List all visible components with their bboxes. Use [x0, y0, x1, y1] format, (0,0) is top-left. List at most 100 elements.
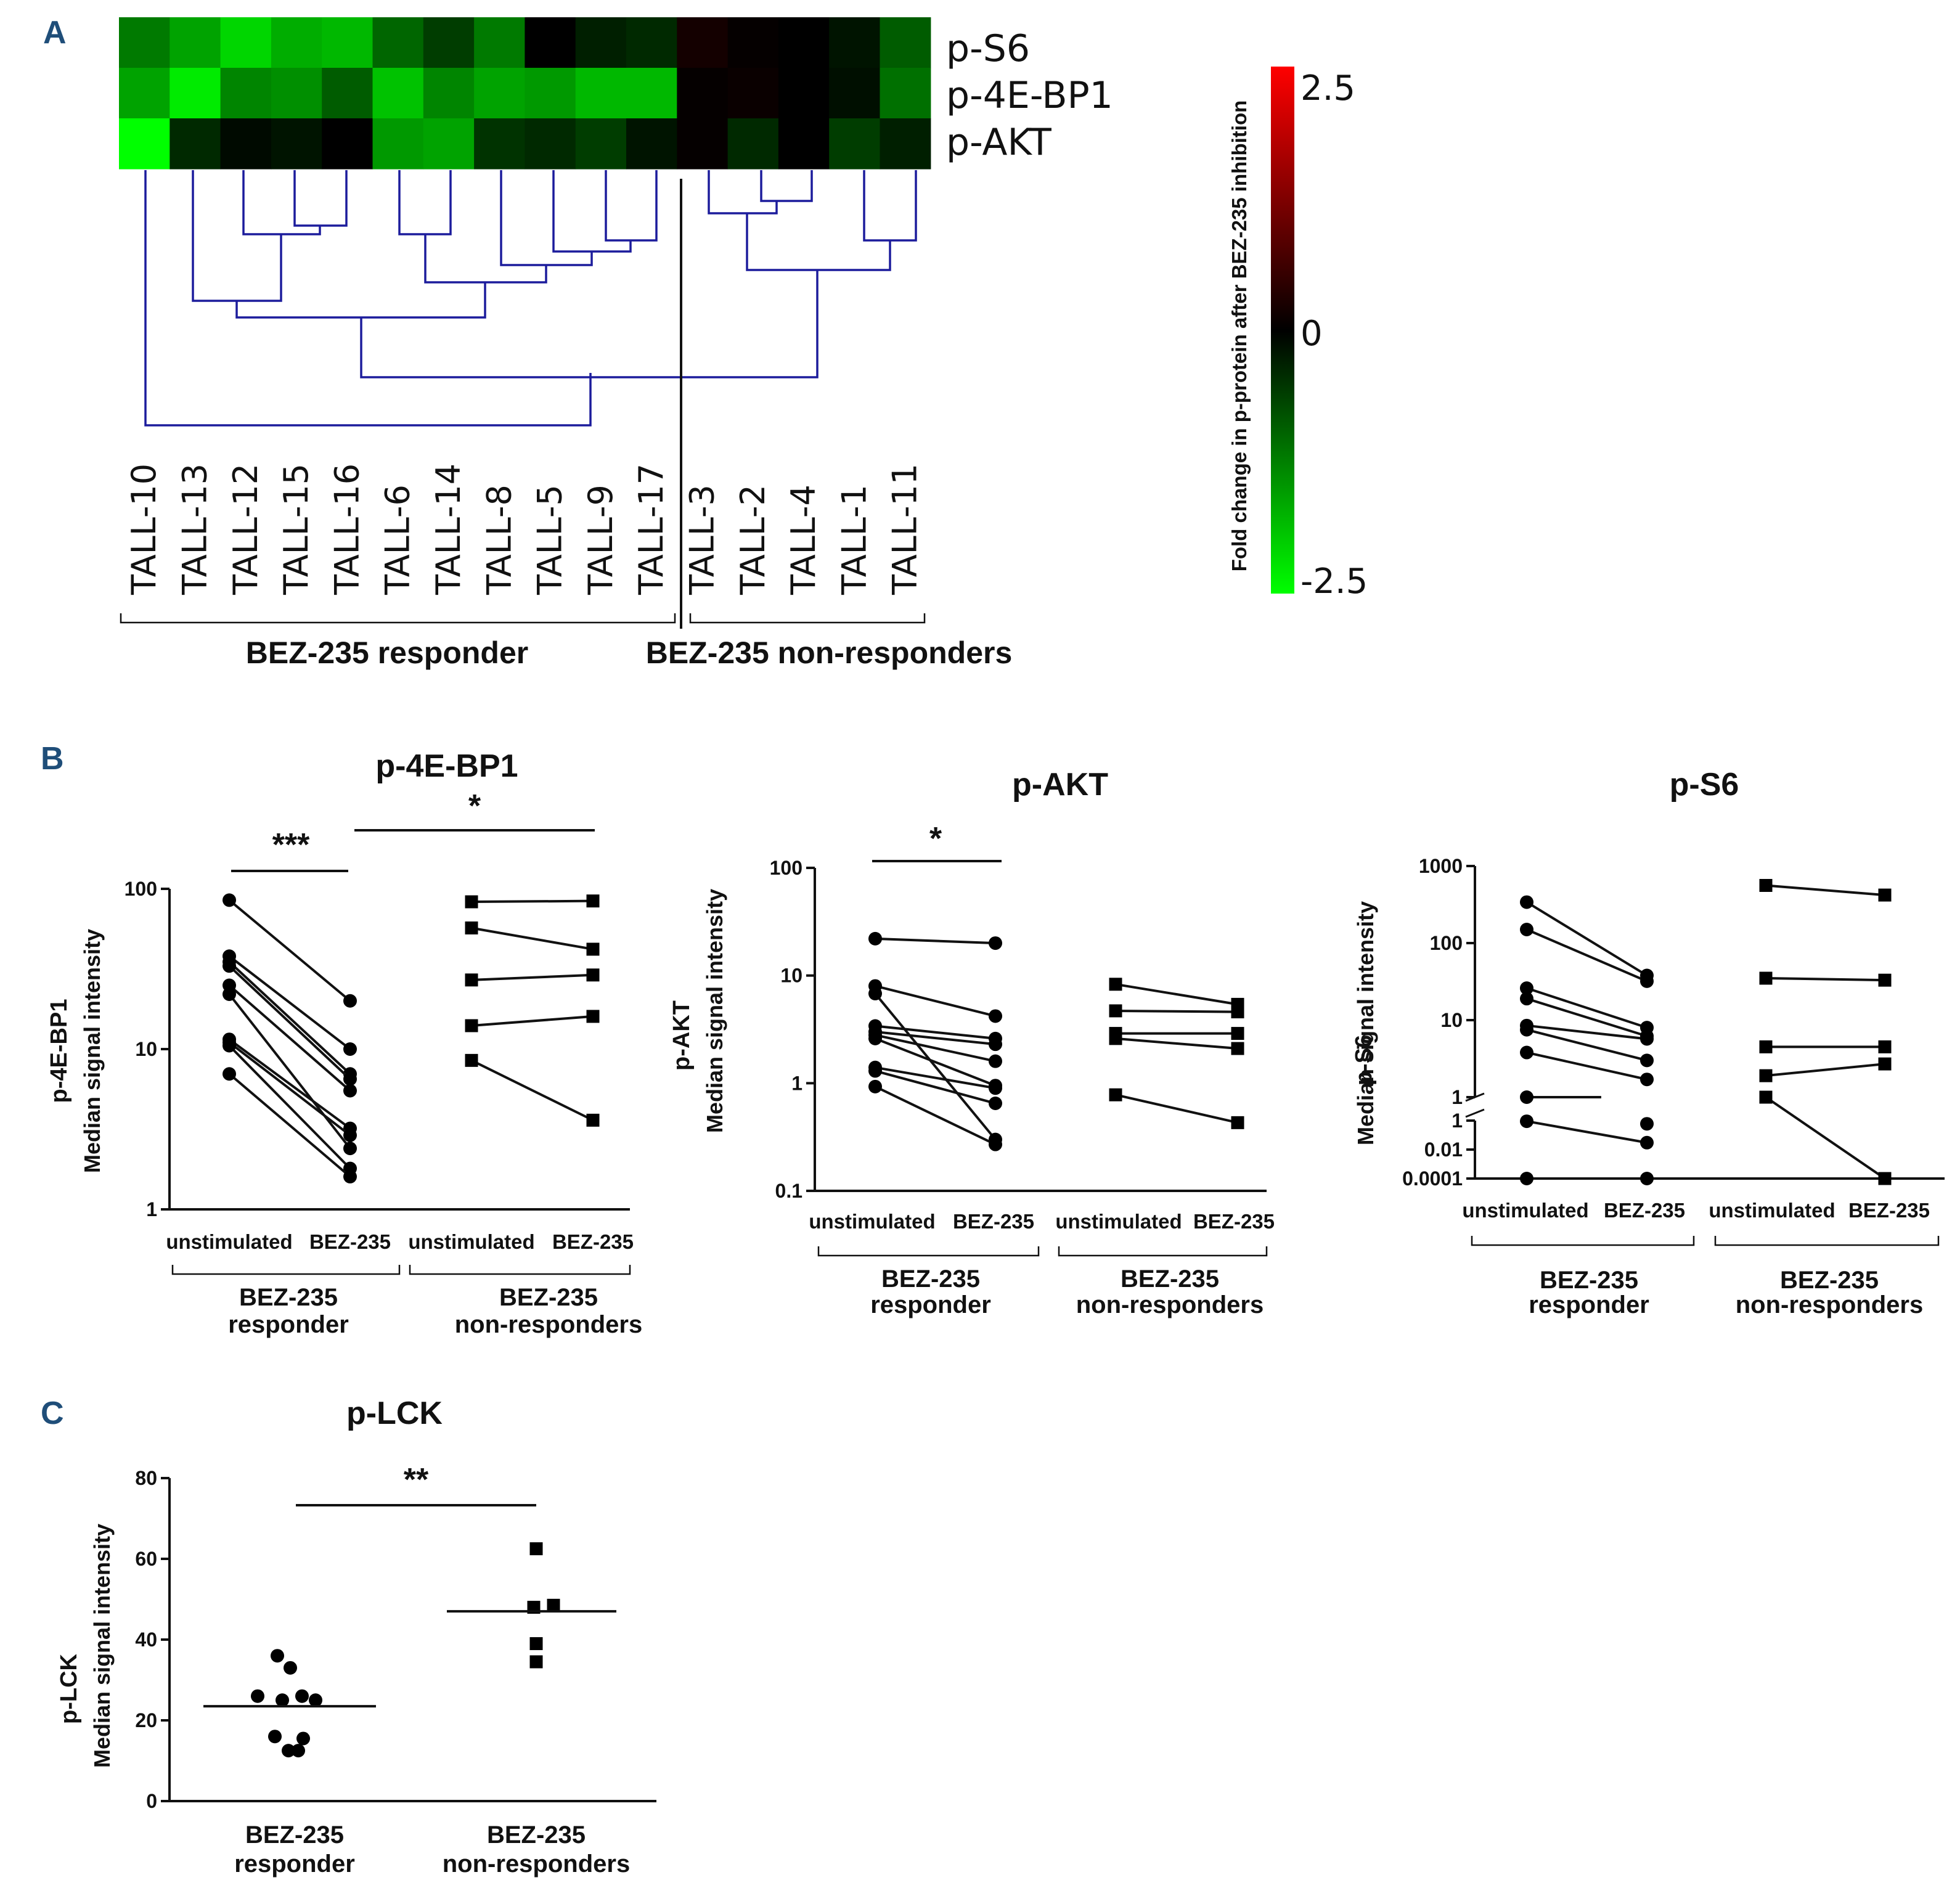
y-tick-label: 20 — [135, 1709, 157, 1731]
data-point — [223, 893, 236, 907]
data-point — [989, 936, 1002, 950]
heatmap-cell — [727, 118, 779, 170]
data-point — [868, 1079, 882, 1093]
y-axis-label-top: p-LCK — [56, 1653, 82, 1724]
data-point — [223, 959, 236, 973]
data-point — [1520, 992, 1533, 1006]
heatmap-cell — [880, 68, 931, 119]
data-point — [529, 1655, 543, 1669]
heatmap-cell — [271, 68, 322, 119]
series-line — [1115, 1093, 1238, 1124]
plot-p-4e-bp1: p-4E-BP1 p-4E-BP1 Median signal intensit… — [46, 748, 642, 1338]
data-point — [1759, 1090, 1773, 1104]
y-tick-label: 60 — [135, 1548, 157, 1570]
series-line — [875, 1037, 996, 1087]
heatmap-cell — [322, 17, 374, 68]
x-tick-label: unstimulated — [1462, 1199, 1588, 1222]
significance-label: ** — [404, 1462, 429, 1498]
colorbar-title: Fold change in p-protein after BEZ-235 i… — [1228, 100, 1251, 572]
data-point — [529, 1637, 543, 1651]
data-point — [989, 1097, 1002, 1111]
heatmap-column-label: TALL-17 — [632, 464, 671, 595]
heatmap-column-label: TALL-15 — [277, 464, 316, 595]
data-point — [1640, 1135, 1654, 1150]
y-axis-label-top: p-S6 — [1351, 1035, 1377, 1085]
data-point — [1878, 1040, 1892, 1053]
heatmap-cell — [778, 118, 830, 170]
data-point — [343, 1128, 357, 1142]
data-point — [586, 1113, 600, 1127]
heatmap-column-label: TALL-13 — [175, 464, 214, 595]
data-point — [1640, 974, 1654, 988]
group-label: responder — [1529, 1291, 1649, 1318]
series-line — [874, 992, 997, 1140]
series-line — [1526, 1028, 1648, 1062]
colorbar: 2.5 0 -2.5 Fold change in p-protein afte… — [1228, 67, 1368, 602]
significance-label: * — [929, 821, 942, 857]
series-line — [1115, 1037, 1238, 1050]
data-point — [465, 895, 478, 909]
group-label: non-responders — [455, 1311, 642, 1338]
data-point — [223, 1039, 236, 1053]
group-label: BEZ-235 — [1121, 1265, 1219, 1293]
y-tick-label: 10 — [135, 1038, 157, 1060]
x-tick-label: unstimulated — [166, 1230, 292, 1253]
series-line — [1115, 1009, 1238, 1013]
heatmap-cell — [525, 68, 576, 119]
group-label: non-responders — [1736, 1291, 1923, 1318]
data-point — [309, 1693, 322, 1707]
data-point — [343, 1084, 357, 1098]
x-tick-label: BEZ-235 — [1604, 1199, 1685, 1222]
heatmap-cell — [829, 17, 881, 68]
heatmap-column-label: TALL-10 — [125, 464, 163, 595]
series-line — [1526, 997, 1648, 1037]
data-point — [586, 942, 600, 956]
heatmap-cell — [423, 118, 475, 170]
panel-label-c: C — [41, 1396, 64, 1431]
data-point — [1640, 1172, 1654, 1185]
y-axis — [168, 1478, 656, 1802]
series-line — [875, 1034, 996, 1063]
series-line — [1115, 983, 1238, 1006]
data-point — [1759, 1069, 1773, 1082]
y-tick-label: 100 — [125, 878, 157, 900]
data-point — [1640, 1032, 1654, 1046]
y-axis — [814, 868, 1267, 1192]
series-line — [875, 1085, 996, 1146]
data-point — [989, 1009, 1002, 1023]
heatmap-cell — [474, 68, 525, 119]
data-point — [989, 1037, 1002, 1052]
series-line — [1765, 1063, 1885, 1077]
heatmap-cell — [423, 17, 475, 68]
panel-label-b: B — [41, 741, 64, 777]
data-point — [343, 1142, 357, 1156]
series-line — [228, 1038, 351, 1130]
data-point — [1520, 895, 1533, 909]
data-point — [1759, 971, 1773, 985]
heatmap-cell — [677, 17, 729, 68]
dendrogram — [144, 170, 917, 629]
colorbar-gradient — [1271, 67, 1294, 594]
data-point — [1231, 1042, 1244, 1055]
data-point — [343, 994, 357, 1008]
heatmap-cell — [525, 118, 576, 170]
significance-label: * — [468, 788, 481, 824]
heatmap-cell — [119, 118, 170, 170]
series-line — [228, 984, 351, 1092]
y-tick-label: 0.1 — [775, 1180, 802, 1202]
series-line — [1765, 1096, 1886, 1180]
data-point — [282, 1744, 295, 1758]
series-line — [1526, 1051, 1648, 1081]
series-line — [875, 1024, 996, 1040]
heatmap-cell — [727, 68, 779, 119]
y-axis-label-bottom: Median signal intensity — [1353, 901, 1378, 1145]
group-label: BEZ-235 — [239, 1284, 338, 1311]
group-label-responder: BEZ-235 responder — [246, 635, 528, 670]
heatmap-column-label: TALL-14 — [429, 464, 468, 595]
series-line — [471, 899, 594, 904]
heatmap-cell — [525, 17, 576, 68]
chart-title: p-LCK — [346, 1396, 443, 1431]
heatmap-cell — [474, 17, 525, 68]
heatmap-column-label: TALL-5 — [531, 484, 570, 595]
heatmap-cell — [778, 17, 830, 68]
